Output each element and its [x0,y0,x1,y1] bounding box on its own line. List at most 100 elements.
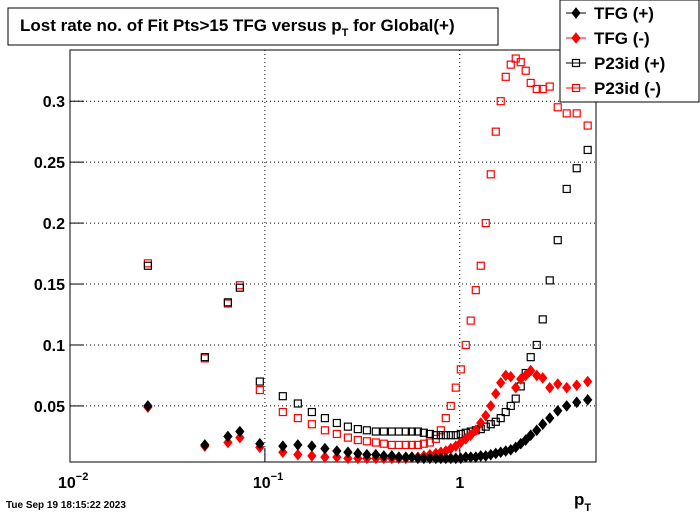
marker [572,164,581,173]
marker [278,446,288,459]
marker [343,446,353,459]
x-tick-base: 10 [253,475,271,492]
x-tick-label: 10−1 [253,471,283,492]
marker [235,431,245,444]
marker [526,429,536,441]
marker [583,145,592,155]
marker [532,340,541,350]
marker [401,440,410,450]
legend-label: TFG (+) [594,4,654,23]
legend-label: P23id (-) [594,79,661,98]
marker [387,450,397,462]
marker [401,451,411,463]
marker [436,426,445,435]
marker [506,60,515,69]
marker [371,427,380,436]
marker [471,424,481,437]
marker [476,261,485,270]
marker [332,451,342,463]
marker [223,436,233,449]
marker [293,414,302,423]
marker [379,427,388,436]
marker [516,58,525,67]
marker [379,450,389,462]
marker [545,276,554,285]
marker [235,425,245,438]
marker [451,431,460,440]
marker [572,379,582,392]
title-tail: for Global(+) [348,16,454,35]
marker [343,422,353,431]
marker [456,365,465,374]
x-label-sub: T [584,502,591,514]
marker [486,420,495,429]
marker [223,430,233,443]
marker [466,316,475,325]
timestamp: Tue Sep 19 18:15:22 2023 [6,500,126,511]
marker [501,407,510,417]
marker [278,407,287,417]
marker [307,420,316,429]
y-tick-label: 0.2 [43,216,65,233]
marker [562,184,571,194]
marker [481,409,491,422]
marker [394,451,404,463]
legend-label: TFG (-) [594,29,650,48]
marker [461,340,470,350]
marker [362,437,371,446]
marker [293,439,303,451]
marker [431,431,440,440]
marker [491,127,500,136]
title-box [7,7,499,46]
marker [413,440,422,450]
marker [562,109,571,118]
marker [419,439,428,448]
legend-box [559,0,700,103]
marker [407,451,417,463]
marker [572,109,581,118]
marker [320,451,330,463]
marker [379,439,388,448]
x-tick-exponent: −2 [76,471,89,483]
marker [501,72,510,81]
x-tick-label: 10−2 [58,471,88,492]
y-tick-label: 0.25 [34,155,65,172]
marker [545,412,555,424]
y-tick-label: 0.05 [34,399,65,416]
marker [545,381,555,394]
marker [446,431,455,440]
marker [223,298,233,307]
marker [413,427,422,436]
legend-label: P23id (+) [594,54,665,73]
marker [526,353,535,362]
marker [553,236,562,245]
marker [451,383,460,392]
marker [496,376,506,389]
marker [532,424,542,437]
y-tick-label: 0.1 [43,338,65,355]
marker [235,283,244,292]
marker [486,400,496,412]
marker [307,450,317,462]
marker [419,428,428,437]
marker [441,431,450,440]
marker [486,170,495,179]
x-tick-label: 1 [455,475,464,492]
marker [343,452,353,465]
marker [407,440,416,450]
marker [511,381,521,394]
marker [571,83,581,93]
marker [353,435,362,445]
marker [200,439,210,451]
marker [538,418,548,431]
marker [419,452,429,465]
title-sub: T [342,27,349,39]
x-tick-base: 10 [58,475,76,492]
y-tick-label: 0.15 [34,277,65,294]
marker [496,414,505,423]
marker [143,261,152,270]
x-axis-label: pT [574,490,591,514]
marker [583,394,593,406]
y-tick-label: 0.3 [43,94,65,111]
